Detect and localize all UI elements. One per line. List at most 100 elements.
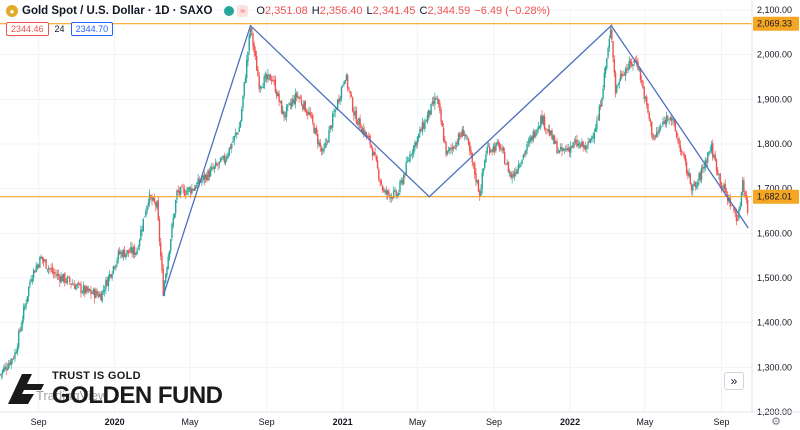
candle-up <box>249 28 252 37</box>
candle-down <box>631 62 633 67</box>
candle-up <box>364 131 366 136</box>
candle-up <box>408 160 410 162</box>
candle-down <box>379 179 381 182</box>
candle-up <box>455 142 457 149</box>
candle-up <box>713 155 715 157</box>
candle-up <box>0 373 2 376</box>
candle-up <box>638 68 640 70</box>
candle-up <box>536 129 538 135</box>
close-value: C2,344.59 <box>419 5 471 17</box>
candle-down <box>91 293 93 294</box>
candle-down <box>745 195 748 201</box>
candle-down <box>217 165 219 167</box>
candle-up <box>446 150 449 155</box>
candle-down <box>462 130 465 136</box>
candle-up <box>244 77 247 83</box>
candle-down <box>304 101 306 113</box>
candle-down <box>470 150 472 155</box>
candle-up <box>366 136 369 137</box>
candle-down <box>79 283 81 285</box>
candle-up <box>259 86 262 88</box>
candle-down <box>161 255 163 271</box>
candle-down <box>523 153 526 155</box>
candle-up <box>396 194 399 198</box>
candle-down <box>177 190 179 192</box>
candle-up <box>288 103 290 104</box>
candle-up <box>555 141 557 144</box>
candle-down <box>643 87 645 99</box>
candle-down <box>491 149 493 151</box>
candle-up <box>138 239 141 247</box>
candle-up <box>39 257 41 269</box>
market-status-icon[interactable] <box>224 6 235 16</box>
candle-up <box>17 331 20 348</box>
candle-down <box>614 72 617 94</box>
candle-up <box>170 239 172 251</box>
candle-up <box>284 115 287 117</box>
candle-up <box>141 229 143 232</box>
candle-up <box>219 157 222 163</box>
candle-down <box>223 155 225 162</box>
candle-down <box>460 136 462 138</box>
candle-down <box>360 129 363 133</box>
candle-up <box>739 205 741 211</box>
candle-down <box>265 74 268 80</box>
candle-up <box>501 148 503 149</box>
candle-up <box>542 116 544 124</box>
candle-up <box>247 51 249 62</box>
candle-up <box>386 190 389 195</box>
candle-down <box>359 118 361 129</box>
candle-down <box>388 190 390 195</box>
candle-up <box>583 145 586 148</box>
candle-down <box>89 288 91 292</box>
gear-icon[interactable]: ⚙ <box>771 416 781 428</box>
scroll-to-realtime-button[interactable]: » <box>724 372 744 390</box>
candle-up <box>490 150 492 153</box>
buy-button[interactable]: 2344.70 <box>70 22 114 36</box>
candle-up <box>481 172 483 189</box>
candle-up <box>111 273 113 278</box>
candle-up <box>227 154 229 158</box>
candle-up <box>8 363 10 369</box>
candle-down <box>429 110 431 115</box>
candle-up <box>589 138 592 143</box>
candle-up <box>447 149 450 152</box>
candle-down <box>531 135 533 141</box>
candle-down <box>42 259 45 262</box>
candle-down <box>252 33 254 46</box>
candle-up <box>616 85 618 93</box>
candle-up <box>130 246 132 253</box>
candle-up <box>236 132 238 135</box>
price-tick-label: 1,600.00 <box>757 228 792 238</box>
candle-up <box>619 74 622 81</box>
candle-down <box>181 185 183 187</box>
candle-down <box>652 133 654 140</box>
sell-button[interactable]: 2344.46 <box>6 22 49 36</box>
candle-up <box>572 142 574 148</box>
candle-up <box>218 161 221 165</box>
candle-down <box>0 374 1 376</box>
candle-down <box>639 68 642 80</box>
candle-up <box>557 151 559 153</box>
candle-down <box>573 142 576 144</box>
symbol-title[interactable]: Gold Spot / U.S. Dollar · 1D · SAXO <box>22 5 213 17</box>
candle-down <box>622 74 624 76</box>
candle-down <box>319 142 321 147</box>
candle-down <box>376 160 379 169</box>
candle-up <box>147 202 149 206</box>
candle-down <box>237 133 239 134</box>
candle-up <box>486 147 488 154</box>
candle-down <box>315 127 318 134</box>
candle-up <box>108 273 111 278</box>
candle-down <box>216 163 218 166</box>
candle-up <box>322 150 324 152</box>
wave-icon[interactable]: ≈ <box>237 5 249 17</box>
candle-down <box>420 129 422 132</box>
candle-down <box>401 180 404 184</box>
candle-down <box>330 125 333 129</box>
candle-up <box>174 200 177 214</box>
candle-up <box>482 168 485 172</box>
candle-up <box>71 283 73 285</box>
candle-up <box>449 147 451 151</box>
